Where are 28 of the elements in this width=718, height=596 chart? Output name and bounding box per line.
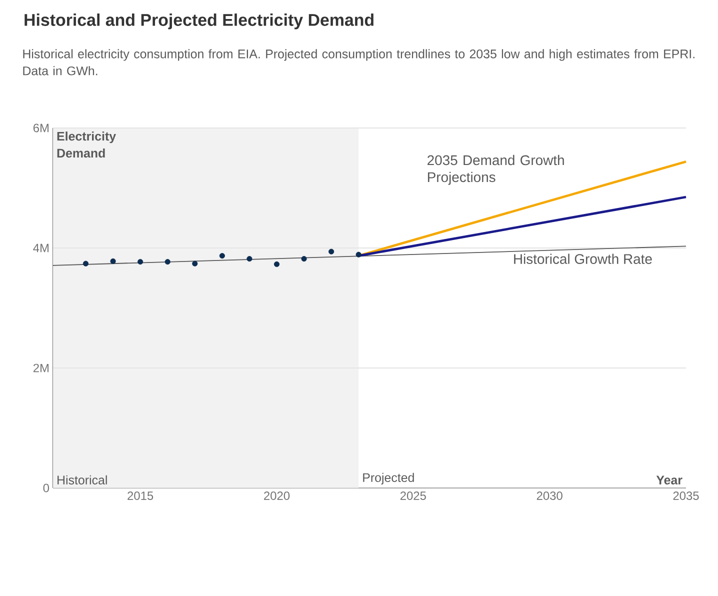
point — [274, 261, 280, 267]
point — [328, 248, 334, 254]
point — [246, 256, 252, 262]
annotation: 2035 Demand Growth Projections — [428, 154, 564, 185]
y-tick-label: 4M — [33, 244, 48, 252]
point — [82, 260, 89, 266]
x-tick-label: 2020 — [264, 492, 290, 500]
chart-title: Historical and Projected Electricity Demand — [24, 14, 374, 30]
point — [192, 260, 198, 266]
point — [219, 253, 225, 259]
x-axis-title: Year — [656, 476, 682, 484]
point — [138, 259, 144, 265]
x-tick-label: 2035 — [673, 492, 699, 500]
y-axis-title: Electricity Demand — [57, 132, 116, 158]
x-tick-label: 2030 — [536, 492, 562, 500]
y-tick-label: 0 — [43, 484, 50, 492]
band-label: Historical — [58, 475, 107, 484]
point — [110, 258, 116, 264]
y-tick-label: 6M — [33, 124, 48, 132]
series-label: Historical Growth Rate — [514, 254, 652, 264]
point — [301, 256, 307, 262]
chart-subtitle: Historical electricity consumption from EIA. Projected consumption trendlines to 2035 low and high estimates from EPRI. Data in GWh. — [23, 49, 694, 76]
y-tick-label: 2M — [33, 364, 48, 372]
point — [164, 259, 170, 265]
x-tick-label: 2025 — [400, 492, 426, 500]
point — [356, 252, 362, 258]
annotation: Projected — [363, 472, 414, 484]
x-tick-label: 2015 — [128, 492, 154, 500]
